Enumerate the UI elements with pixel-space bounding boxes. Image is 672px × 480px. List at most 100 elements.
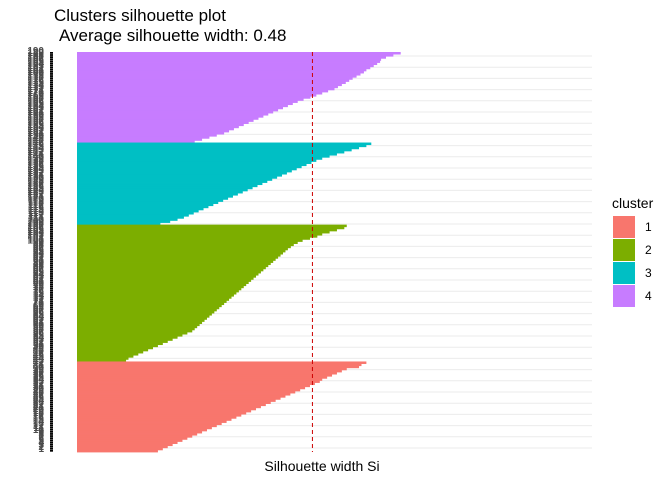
silhouette-bar-cluster-4 — [77, 115, 264, 118]
y-tick-mark — [50, 108, 53, 111]
y-tick-mark — [50, 92, 53, 94]
silhouette-bar-cluster-2 — [77, 285, 244, 289]
y-tick-label: 4 — [38, 438, 44, 449]
silhouette-bar-cluster-1 — [77, 384, 310, 388]
y-tick-label: 182 — [27, 63, 44, 74]
silhouette-bar-cluster-2 — [77, 245, 291, 249]
y-tick-mark — [50, 296, 53, 298]
y-tick-label: 179 — [27, 69, 44, 80]
y-tick-mark — [50, 447, 53, 450]
y-tick-mark — [50, 340, 53, 343]
y-tick-mark — [50, 390, 53, 393]
silhouette-bar-cluster-4 — [77, 125, 239, 129]
y-tick-mark — [50, 89, 53, 92]
y-tick-label: 51 — [33, 339, 45, 350]
y-tick-mark — [50, 54, 53, 56]
y-tick-mark — [50, 85, 53, 88]
y-tick-label: 113 — [28, 208, 45, 219]
y-tick-mark — [50, 150, 53, 153]
y-tick-label: 34 — [33, 375, 45, 386]
y-tick-mark — [50, 443, 53, 446]
silhouette-bar-cluster-4 — [77, 136, 210, 139]
y-tick-label: 133 — [27, 166, 44, 177]
y-tick-mark — [50, 409, 53, 412]
legend-label-1: 1 — [645, 220, 652, 234]
silhouette-bar-cluster-1 — [77, 372, 337, 375]
legend-label-2: 2 — [645, 243, 652, 257]
y-tick-label: 42 — [33, 358, 45, 369]
y-tick-label: 156 — [27, 118, 44, 129]
silhouette-bar-cluster-2 — [77, 321, 203, 324]
y-tick-label: 166 — [27, 97, 44, 108]
silhouette-bar-cluster-4 — [77, 106, 283, 110]
silhouette-bar-cluster-2 — [77, 344, 158, 348]
y-tick-label: 92 — [33, 252, 45, 263]
y-tick-label: 46 — [33, 349, 45, 360]
y-tick-label: 43 — [33, 356, 45, 367]
y-tick-label: 185 — [27, 57, 44, 68]
y-tick-mark — [50, 277, 53, 280]
silhouette-bar-cluster-2 — [77, 289, 239, 293]
y-tick-mark — [50, 382, 53, 385]
y-tick-mark — [50, 304, 53, 307]
silhouette-bar-cluster-1 — [77, 376, 328, 379]
silhouette-bar-cluster-3 — [77, 153, 337, 156]
y-tick-label: 82 — [33, 273, 45, 284]
silhouette-bar-cluster-4 — [77, 98, 304, 101]
silhouette-bar-cluster-3 — [77, 178, 273, 181]
silhouette-bar-cluster-1 — [77, 365, 360, 369]
y-tick-label: 19 — [33, 406, 45, 417]
y-tick-label: 1 — [38, 444, 44, 455]
y-tick-mark — [50, 123, 53, 126]
y-tick-label: 112 — [28, 210, 45, 221]
chart-subtitle: Average silhouette width: 0.48 — [59, 26, 286, 45]
silhouette-bar-cluster-1 — [77, 397, 281, 400]
y-tick-mark — [50, 201, 53, 204]
silhouette-bar-cluster-1 — [77, 407, 257, 411]
y-tick-label: 86 — [33, 265, 45, 276]
y-tick-label: 17 — [33, 410, 45, 421]
legend-title: cluster — [612, 195, 654, 211]
silhouette-bar-cluster-3 — [77, 195, 233, 198]
silhouette-bar-cluster-3 — [77, 186, 253, 190]
legend-swatch-4 — [613, 285, 635, 307]
y-tick-label: 119 — [28, 196, 45, 207]
y-tick-mark — [50, 186, 53, 189]
y-tick-mark — [50, 416, 53, 418]
y-tick-label: 18 — [33, 408, 45, 419]
y-tick-label: 15 — [33, 415, 45, 426]
silhouette-bar-cluster-1 — [77, 439, 183, 442]
silhouette-bar-cluster-1 — [77, 367, 347, 371]
y-tick-mark — [50, 245, 53, 248]
y-tick-label: 14 — [33, 417, 45, 428]
y-tick-mark — [50, 125, 53, 128]
y-tick-mark — [50, 435, 53, 437]
silhouette-bar-cluster-2 — [77, 338, 173, 341]
y-tick-label: 190 — [27, 46, 44, 57]
silhouette-bar-cluster-4 — [77, 132, 225, 135]
y-tick-mark — [50, 102, 53, 105]
legend-swatch-2 — [613, 239, 635, 261]
y-tick-mark — [50, 148, 53, 151]
y-tick-label: 147 — [27, 137, 44, 148]
silhouette-bar-cluster-1 — [77, 447, 163, 451]
silhouette-bar-cluster-1 — [77, 420, 227, 423]
y-tick-label: 11 — [33, 423, 44, 434]
silhouette-bar-cluster-4 — [77, 92, 323, 95]
y-tick-mark — [50, 264, 53, 267]
silhouette-bar-cluster-1 — [77, 433, 198, 436]
y-tick-mark — [50, 393, 53, 395]
y-tick-mark — [50, 241, 53, 244]
y-tick-mark — [50, 77, 53, 80]
silhouette-bar-cluster-2 — [77, 348, 149, 352]
y-tick-label: 174 — [27, 80, 44, 91]
y-tick-label: 181 — [27, 65, 44, 76]
silhouette-bar-cluster-2 — [77, 304, 222, 308]
y-tick-mark — [50, 266, 53, 269]
y-tick-label: 71 — [33, 297, 45, 308]
silhouette-bar-cluster-2 — [77, 235, 318, 238]
y-tick-mark — [50, 212, 53, 214]
y-tick-mark — [50, 313, 53, 315]
silhouette-bar-cluster-2 — [77, 294, 234, 297]
y-tick-label: 145 — [27, 141, 44, 152]
